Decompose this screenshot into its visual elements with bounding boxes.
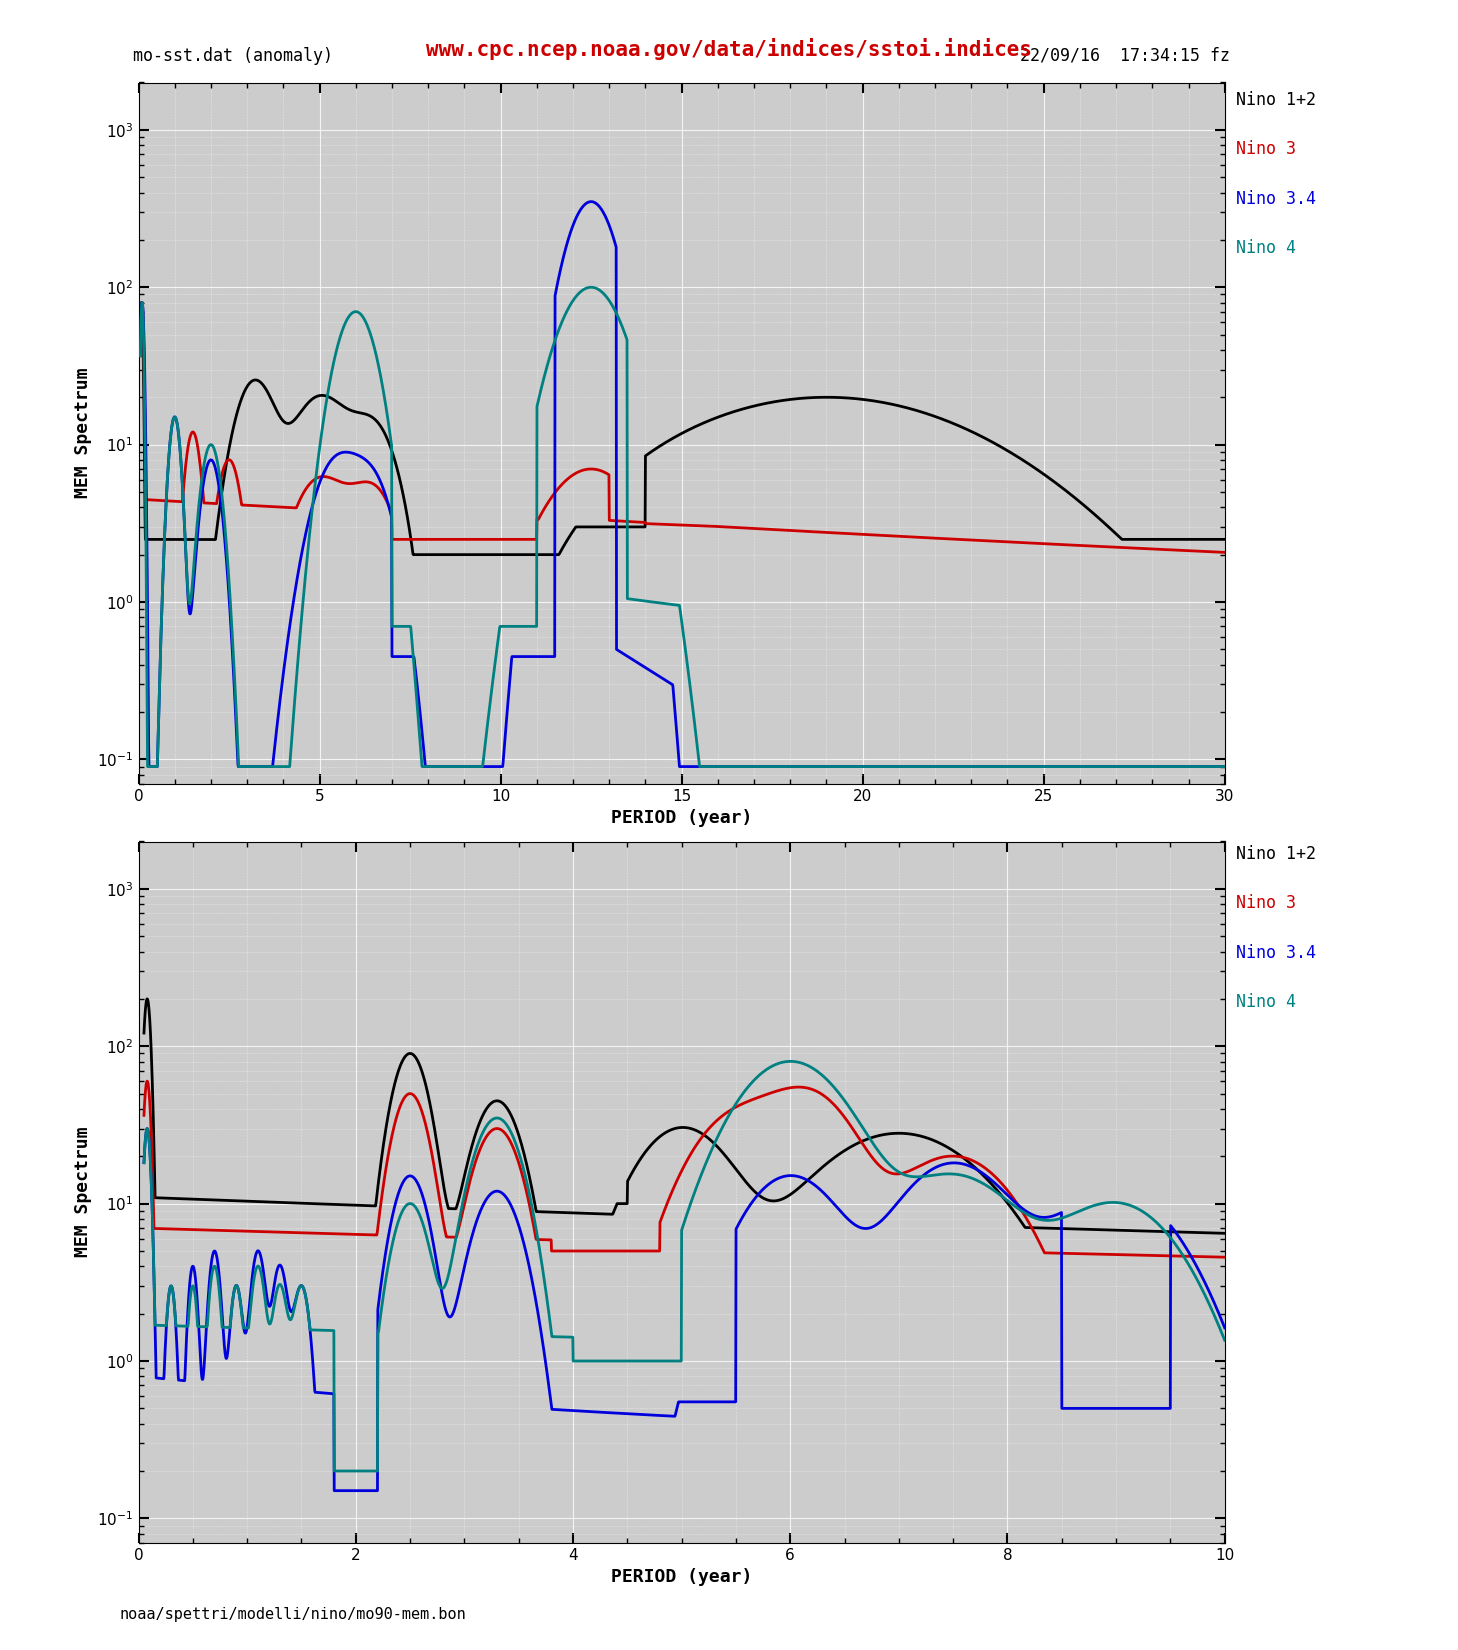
Text: Nino 3: Nino 3 — [1236, 894, 1296, 912]
Text: Nino 3.4: Nino 3.4 — [1236, 944, 1317, 962]
X-axis label: PERIOD (year): PERIOD (year) — [611, 808, 752, 827]
Text: Nino 4: Nino 4 — [1236, 993, 1296, 1011]
Text: Nino 1+2: Nino 1+2 — [1236, 845, 1317, 863]
Text: 22/09/16  17:34:15 fz: 22/09/16 17:34:15 fz — [1021, 46, 1231, 64]
Text: Nino 4: Nino 4 — [1236, 239, 1296, 257]
Text: www.cpc.ncep.noaa.gov/data/indices/sstoi.indices: www.cpc.ncep.noaa.gov/data/indices/sstoi… — [426, 38, 1032, 59]
Text: Nino 3.4: Nino 3.4 — [1236, 190, 1317, 208]
Text: mo-sst.dat (anomaly): mo-sst.dat (anomaly) — [133, 46, 332, 64]
Y-axis label: MEM Spectrum: MEM Spectrum — [74, 368, 92, 498]
Text: Nino 1+2: Nino 1+2 — [1236, 91, 1317, 109]
Text: noaa/spettri/modelli/nino/mo90-mem.bon: noaa/spettri/modelli/nino/mo90-mem.bon — [120, 1607, 467, 1622]
Y-axis label: MEM Spectrum: MEM Spectrum — [74, 1127, 92, 1257]
Text: Nino 3: Nino 3 — [1236, 140, 1296, 158]
X-axis label: PERIOD (year): PERIOD (year) — [611, 1568, 752, 1586]
